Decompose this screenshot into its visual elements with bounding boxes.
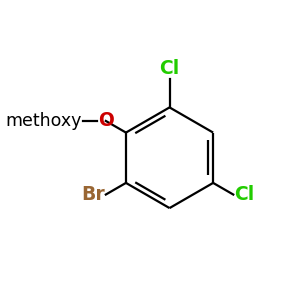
Text: O: O xyxy=(98,112,114,130)
Text: Br: Br xyxy=(81,185,104,204)
Text: Cl: Cl xyxy=(235,185,255,204)
Text: methoxy: methoxy xyxy=(5,112,81,130)
Text: Cl: Cl xyxy=(159,59,180,78)
